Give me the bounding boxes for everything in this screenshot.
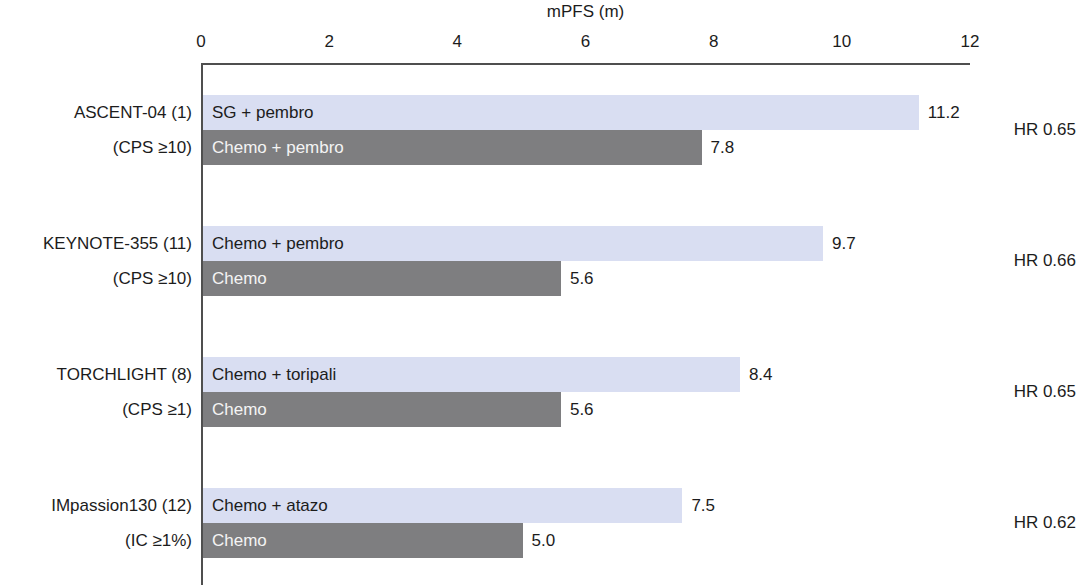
bar-control: Chemo	[203, 392, 561, 427]
trial-label-group: KEYNOTE-355 (11) (CPS ≥10)	[0, 196, 201, 327]
bar-intervention: Chemo + pembro	[203, 226, 823, 261]
bar-value-label: 5.6	[570, 400, 594, 420]
bar-label: Chemo	[212, 531, 267, 551]
trial-population: (CPS ≥10)	[0, 261, 201, 296]
x-axis-ticks: 024681012	[201, 32, 970, 52]
hr-label: HR 0.66	[970, 226, 1080, 296]
chart-body: ASCENT-04 (1) (CPS ≥10) KEYNOTE-355 (11)…	[0, 63, 1080, 585]
trial-name: ASCENT-04 (1)	[0, 95, 201, 130]
bar-label: SG + pembro	[212, 103, 314, 123]
bar-value-label: 7.5	[691, 496, 715, 516]
hr-group: HR 0.66	[970, 196, 1080, 327]
trial-population: (CPS ≥10)	[0, 130, 201, 165]
trial-name: TORCHLIGHT (8)	[0, 357, 201, 392]
bar-row: Chemo 5.0	[203, 523, 970, 558]
trial-label-group: ASCENT-04 (1) (CPS ≥10)	[0, 65, 201, 196]
bar-label: Chemo + pembro	[212, 138, 344, 158]
hr-label: HR 0.65	[970, 357, 1080, 427]
trial-population: (IC ≥1%)	[0, 523, 201, 558]
bar-value-label: 5.0	[532, 531, 556, 551]
bar-row: Chemo + toripali 8.4	[203, 357, 970, 392]
bar-label: Chemo	[212, 269, 267, 289]
bar-group: Chemo + atazo 7.5 Chemo 5.0	[203, 458, 970, 585]
mpfs-bar-chart: mPFS (m) 0 2 4 6 8 10 12 ASCENT-04 (1) (CPS ≥1…	[0, 0, 1080, 585]
hr-label: HR 0.62	[970, 488, 1080, 558]
bar-label: Chemo + toripali	[212, 365, 336, 385]
hr-label: HR 0.65	[970, 95, 1080, 165]
axis-tick-label: 2	[324, 32, 333, 52]
bar-row: Chemo + pembro 9.7	[203, 226, 970, 261]
bar-label: Chemo + atazo	[212, 496, 328, 516]
bar-value-label: 7.8	[711, 138, 735, 158]
plot-area: SG + pembro 11.2 Chemo + pembro 7.8 Chem…	[201, 63, 970, 585]
bar-row: Chemo + pembro 7.8	[203, 130, 970, 165]
trial-population: (CPS ≥1)	[0, 392, 201, 427]
axis-tick-label: 6	[581, 32, 590, 52]
trial-name: IMpassion130 (12)	[0, 488, 201, 523]
bar-group: Chemo + pembro 9.7 Chemo 5.6	[203, 196, 970, 327]
trial-name: KEYNOTE-355 (11)	[0, 226, 201, 261]
bar-value-label: 8.4	[749, 365, 773, 385]
bar-intervention: SG + pembro	[203, 95, 919, 130]
bar-group: SG + pembro 11.2 Chemo + pembro 7.8	[203, 65, 970, 196]
bar-row: Chemo 5.6	[203, 392, 970, 427]
bar-label: Chemo	[212, 400, 267, 420]
trial-label-group: IMpassion130 (12) (IC ≥1%)	[0, 458, 201, 585]
axis-tick-label: 12	[961, 32, 980, 52]
bar-value-label: 9.7	[832, 234, 856, 254]
axis-tick-label: 8	[709, 32, 718, 52]
bar-row: Chemo 5.6	[203, 261, 970, 296]
bar-label: Chemo + pembro	[212, 234, 344, 254]
hazard-ratio-column: HR 0.65 HR 0.66 HR 0.65 HR 0.62	[970, 63, 1080, 585]
hr-group: HR 0.65	[970, 327, 1080, 458]
bar-control: Chemo + pembro	[203, 130, 702, 165]
bar-control: Chemo	[203, 523, 523, 558]
hr-group: HR 0.62	[970, 458, 1080, 585]
bar-group: Chemo + toripali 8.4 Chemo 5.6	[203, 327, 970, 458]
bar-value-label: 5.6	[570, 269, 594, 289]
bar-value-label: 11.2	[928, 103, 960, 123]
axis-tick-label: 4	[453, 32, 462, 52]
hr-group: HR 0.65	[970, 65, 1080, 196]
bar-intervention: Chemo + toripali	[203, 357, 740, 392]
bar-row: SG + pembro 11.2	[203, 95, 970, 130]
chart-header: mPFS (m) 024681012	[201, 0, 970, 63]
axis-tick-label: 10	[832, 32, 851, 52]
bar-intervention: Chemo + atazo	[203, 488, 682, 523]
bar-control: Chemo	[203, 261, 561, 296]
axis-title: mPFS (m)	[201, 2, 970, 22]
trial-label-group: TORCHLIGHT (8) (CPS ≥1)	[0, 327, 201, 458]
trial-labels-column: ASCENT-04 (1) (CPS ≥10) KEYNOTE-355 (11)…	[0, 63, 201, 585]
bar-row: Chemo + atazo 7.5	[203, 488, 970, 523]
axis-tick-label: 0	[196, 32, 205, 52]
